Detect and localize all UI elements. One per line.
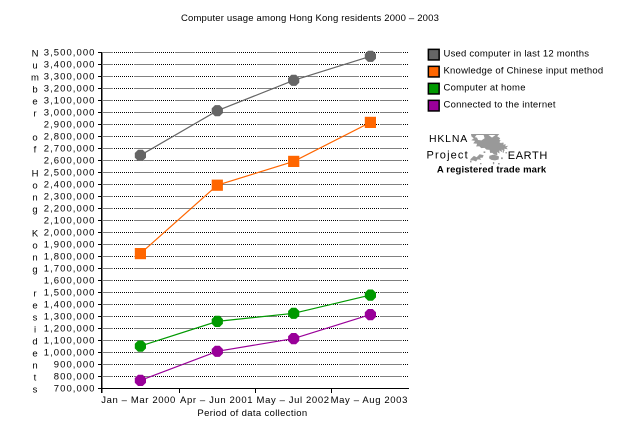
svg-text:2,300,000: 2,300,000 — [44, 192, 96, 203]
svg-text:e: e — [32, 301, 37, 312]
svg-text:r: r — [33, 289, 36, 300]
svg-text:Computer usage among Hong Kong: Computer usage among Hong Kong residents… — [181, 13, 439, 24]
svg-text:HKLNA: HKLNA — [429, 133, 468, 145]
svg-text:o: o — [32, 133, 37, 144]
svg-text:r: r — [33, 109, 36, 120]
svg-text:2,000,000: 2,000,000 — [44, 228, 96, 239]
svg-text:EARTH: EARTH — [508, 150, 548, 162]
svg-text:1,500,000: 1,500,000 — [44, 288, 96, 299]
svg-text:Apr – Jun 2001: Apr – Jun 2001 — [180, 395, 253, 406]
svg-text:1,000,000: 1,000,000 — [44, 348, 96, 359]
svg-text:o: o — [32, 241, 37, 252]
svg-text:May – Jul 2002: May – Jul 2002 — [257, 395, 330, 406]
svg-text:2,100,000: 2,100,000 — [44, 216, 96, 227]
svg-text:Period of data collection: Period of data collection — [197, 408, 307, 419]
svg-text:e: e — [32, 97, 37, 108]
svg-text:3,100,000: 3,100,000 — [44, 96, 96, 107]
svg-text:Project: Project — [427, 150, 469, 162]
svg-text:1,600,000: 1,600,000 — [44, 276, 96, 287]
svg-text:b: b — [32, 85, 37, 96]
svg-text:s: s — [33, 385, 38, 396]
svg-text:2,400,000: 2,400,000 — [44, 180, 96, 191]
svg-text:u: u — [32, 61, 37, 72]
svg-text:N: N — [32, 49, 39, 60]
svg-text:3,200,000: 3,200,000 — [44, 84, 96, 95]
svg-text:2,600,000: 2,600,000 — [44, 156, 96, 167]
svg-text:1,700,000: 1,700,000 — [44, 264, 96, 275]
svg-text:Knowledge of Chinese input met: Knowledge of Chinese input method — [444, 66, 604, 77]
svg-text:1,800,000: 1,800,000 — [44, 252, 96, 263]
svg-text:g: g — [32, 205, 37, 216]
svg-text:d: d — [32, 337, 37, 348]
svg-text:s: s — [33, 313, 38, 324]
svg-text:n: n — [32, 193, 37, 204]
svg-text:Computer at home: Computer at home — [444, 83, 526, 94]
svg-text:700,000: 700,000 — [54, 384, 96, 395]
svg-text:i: i — [34, 325, 36, 336]
svg-text:2,900,000: 2,900,000 — [44, 120, 96, 131]
svg-text:2,500,000: 2,500,000 — [44, 168, 96, 179]
svg-text:900,000: 900,000 — [54, 360, 96, 371]
svg-text:1,400,000: 1,400,000 — [44, 300, 96, 311]
svg-text:Used computer in last 12 month: Used computer in last 12 months — [444, 49, 590, 60]
svg-text:3,500,000: 3,500,000 — [44, 48, 96, 59]
svg-text:1,900,000: 1,900,000 — [44, 240, 96, 251]
svg-text:3,000,000: 3,000,000 — [44, 108, 96, 119]
svg-text:n: n — [32, 253, 37, 264]
svg-text:o: o — [32, 181, 37, 192]
svg-text:May – Aug 2003: May – Aug 2003 — [331, 395, 408, 406]
svg-text:2,800,000: 2,800,000 — [44, 132, 96, 143]
svg-text:1,100,000: 1,100,000 — [44, 336, 96, 347]
svg-text:f: f — [34, 145, 37, 156]
svg-text:800,000: 800,000 — [54, 372, 96, 383]
svg-text:m: m — [31, 73, 39, 84]
svg-text:3,300,000: 3,300,000 — [44, 72, 96, 83]
svg-text:t: t — [34, 373, 37, 384]
svg-text:2,200,000: 2,200,000 — [44, 204, 96, 215]
svg-text:Jan – Mar 2000: Jan – Mar 2000 — [101, 395, 176, 406]
svg-text:g: g — [32, 265, 37, 276]
svg-text:Connected to the internet: Connected to the internet — [444, 100, 556, 111]
svg-text:2,700,000: 2,700,000 — [44, 144, 96, 155]
svg-text:H: H — [32, 169, 39, 180]
svg-text:K: K — [32, 229, 39, 240]
svg-text:1,300,000: 1,300,000 — [44, 312, 96, 323]
svg-text:n: n — [32, 361, 37, 372]
svg-text:3,400,000: 3,400,000 — [44, 60, 96, 71]
svg-text:1,200,000: 1,200,000 — [44, 324, 96, 335]
svg-text:e: e — [32, 349, 37, 360]
svg-text:A registered trade mark: A registered trade mark — [437, 165, 547, 176]
